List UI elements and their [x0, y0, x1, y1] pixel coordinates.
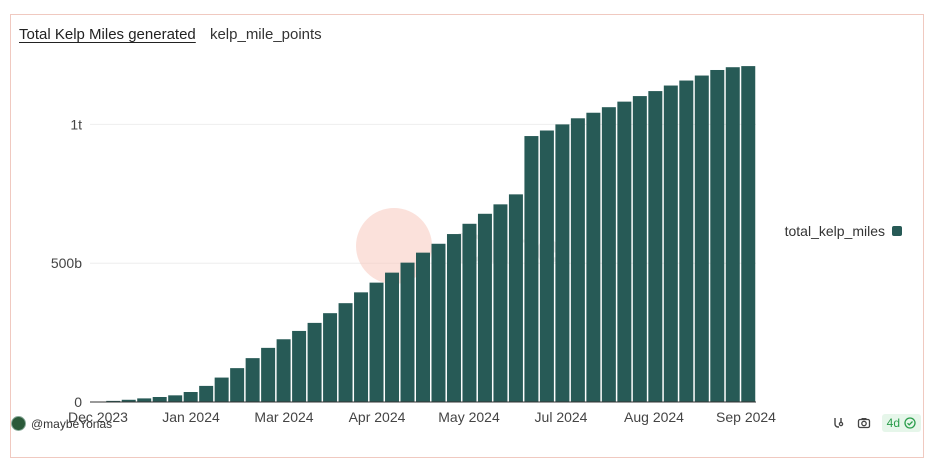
y-tick-label: 1t	[70, 116, 82, 132]
chart-header: Total Kelp Miles generated kelp_mile_poi…	[19, 26, 322, 43]
bar	[400, 262, 415, 402]
camera-icon[interactable]	[856, 415, 872, 431]
avatar	[11, 416, 26, 431]
bar	[183, 392, 198, 402]
chart-title[interactable]: Total Kelp Miles generated	[19, 26, 196, 43]
y-tick-label: 500b	[51, 255, 82, 271]
bar	[230, 368, 245, 402]
freshness-label: 4d	[886, 416, 900, 430]
bar	[323, 313, 338, 402]
bar	[508, 194, 523, 402]
bar	[354, 292, 369, 402]
x-tick-label: Aug 2024	[624, 409, 684, 425]
footer-actions: 4d	[830, 414, 921, 432]
bar	[152, 397, 167, 402]
bar	[555, 124, 570, 403]
fork-icon[interactable]	[830, 415, 846, 431]
bar	[710, 69, 725, 402]
bar	[369, 282, 384, 402]
bar	[601, 107, 616, 403]
x-tick-label: May 2024	[438, 409, 500, 425]
bar	[663, 85, 678, 402]
bar	[431, 243, 446, 402]
bar	[462, 223, 477, 402]
bar	[586, 112, 601, 403]
bar	[245, 358, 260, 402]
x-tick-label: Jan 2024	[162, 409, 220, 425]
bar	[214, 377, 229, 402]
bar	[524, 136, 539, 402]
bar	[741, 66, 756, 402]
x-tick-label: Apr 2024	[349, 409, 406, 425]
legend-swatch	[892, 226, 902, 236]
author[interactable]: @maybeYonas	[11, 416, 112, 431]
bar	[694, 75, 709, 403]
bar	[570, 118, 585, 403]
x-tick-label: Dec 2023	[68, 409, 128, 425]
bar	[617, 101, 632, 402]
bar	[137, 398, 152, 402]
bar	[121, 399, 136, 402]
bar	[292, 330, 307, 402]
bar	[648, 91, 663, 402]
bar	[385, 272, 400, 402]
bar	[338, 303, 353, 402]
bar	[416, 252, 430, 402]
bar	[493, 204, 508, 402]
bar	[477, 213, 492, 402]
bar	[276, 339, 291, 402]
bar	[539, 130, 554, 402]
x-tick-label: Jul 2024	[535, 409, 588, 425]
x-tick-label: Mar 2024	[254, 409, 313, 425]
chart-subtitle: kelp_mile_points	[209, 26, 322, 43]
bar	[106, 400, 121, 402]
bar	[168, 395, 183, 402]
legend-label[interactable]: total_kelp_miles	[785, 223, 885, 239]
freshness-badge[interactable]: 4d	[881, 414, 921, 432]
bar	[199, 385, 214, 402]
bar	[725, 67, 740, 402]
author-name: @maybeYonas	[31, 416, 113, 431]
check-circle-icon	[904, 417, 916, 429]
bar	[446, 234, 461, 402]
bar	[679, 80, 694, 403]
y-tick-label: 0	[74, 394, 82, 410]
bar	[307, 322, 322, 402]
bar	[261, 347, 276, 402]
bar	[632, 96, 647, 402]
x-tick-label: Sep 2024	[716, 409, 776, 425]
